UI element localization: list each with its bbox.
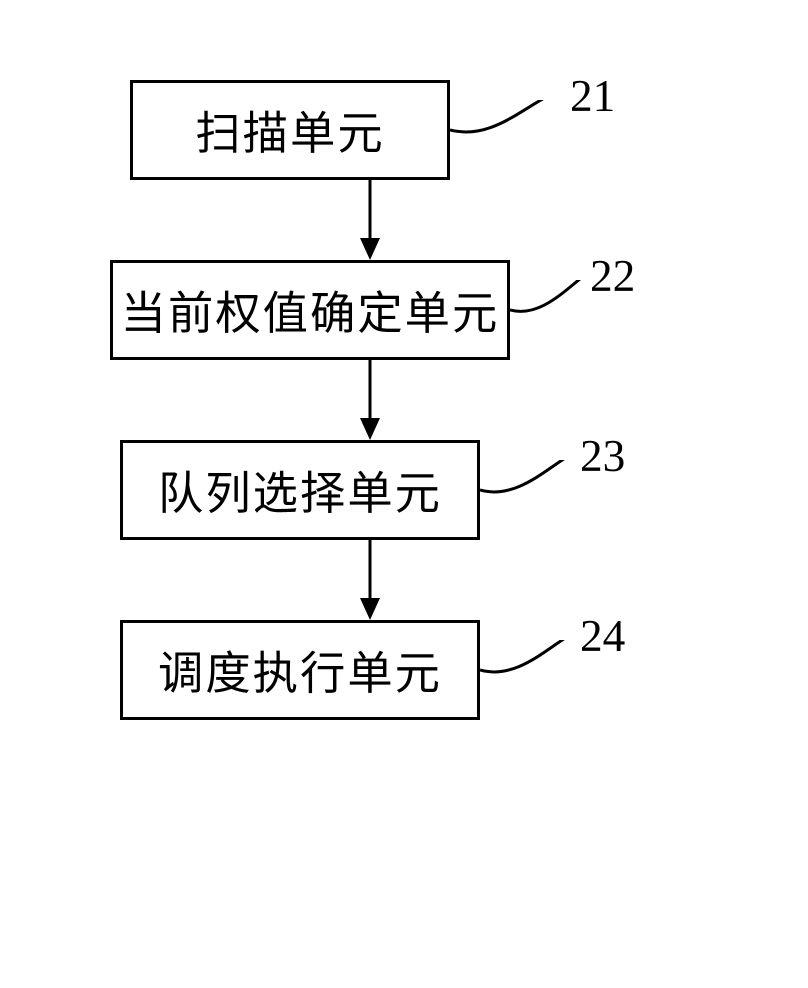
flow-box-n21: 扫描单元 bbox=[130, 80, 450, 180]
leader-curve bbox=[450, 100, 550, 132]
flow-arrow bbox=[170, 180, 570, 260]
flow-arrow bbox=[170, 360, 570, 440]
ref-label-n24: 24 bbox=[580, 610, 625, 662]
leader-n21: 21 bbox=[450, 100, 610, 160]
flow-box-label: 当前权值确定单元 bbox=[121, 277, 500, 343]
ref-label-n21: 21 bbox=[570, 70, 615, 122]
leader-curve bbox=[480, 460, 570, 492]
flow-box-label: 扫描单元 bbox=[195, 97, 384, 163]
flow-box-label: 队列选择单元 bbox=[158, 457, 442, 523]
flow-box-n24: 调度执行单元 bbox=[120, 620, 480, 720]
flowchart-container: 扫描单元 21 当前权值确定单元 22 bbox=[110, 80, 630, 720]
leader-n23: 23 bbox=[480, 460, 620, 520]
flow-box-label: 调度执行单元 bbox=[158, 637, 442, 703]
leader-curve bbox=[480, 640, 570, 672]
flow-arrow bbox=[170, 540, 570, 620]
ref-label-n23: 23 bbox=[580, 430, 625, 482]
leader-n24: 24 bbox=[480, 640, 620, 700]
leader-curve bbox=[510, 280, 585, 311]
leader-n22: 22 bbox=[510, 280, 630, 340]
flow-node: 调度执行单元 24 bbox=[120, 620, 620, 720]
ref-label-n22: 22 bbox=[590, 250, 635, 302]
flow-node: 队列选择单元 23 bbox=[120, 440, 620, 540]
flow-box-n22: 当前权值确定单元 bbox=[110, 260, 510, 360]
flow-node: 扫描单元 21 bbox=[130, 80, 610, 180]
flow-box-n23: 队列选择单元 bbox=[120, 440, 480, 540]
flow-node: 当前权值确定单元 22 bbox=[110, 260, 630, 360]
